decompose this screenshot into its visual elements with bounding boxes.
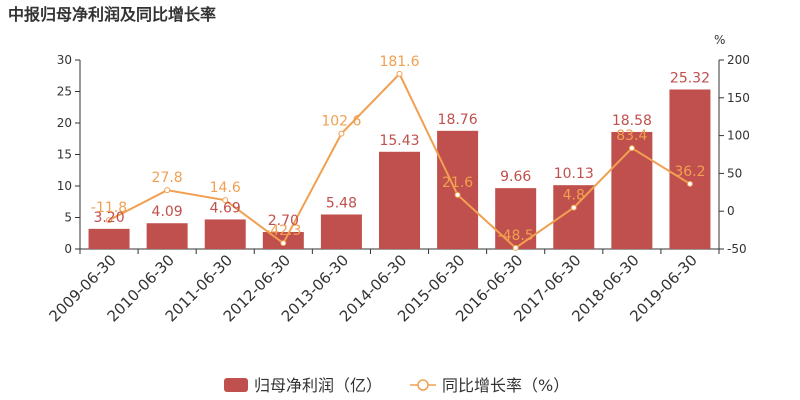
bar-value-label: 5.48 bbox=[326, 195, 357, 211]
right-axis-tick-label: 150 bbox=[727, 91, 750, 105]
bar-value-label: 4.09 bbox=[152, 204, 183, 220]
bar-value-label: 4.69 bbox=[210, 200, 241, 216]
growth-value-label: 27.8 bbox=[152, 170, 183, 186]
growth-point bbox=[628, 145, 635, 152]
growth-value-label: 4.8 bbox=[563, 188, 585, 204]
growth-point bbox=[396, 70, 403, 77]
chart-title: 中报归母净利润及同比增长率 bbox=[8, 5, 216, 24]
growth-value-label: 36.2 bbox=[674, 164, 705, 180]
bar-value-label: 25.32 bbox=[670, 70, 710, 86]
growth-point bbox=[570, 204, 577, 211]
left-axis-tick-label: 30 bbox=[57, 53, 72, 67]
bar bbox=[379, 151, 420, 249]
left-axis-tick-label: 25 bbox=[57, 85, 72, 99]
right-axis-tick-label: 100 bbox=[727, 129, 750, 143]
bar-value-label: 9.66 bbox=[500, 169, 531, 185]
growth-value-label: 21.6 bbox=[442, 175, 473, 191]
left-axis-tick-label: 15 bbox=[57, 148, 72, 162]
growth-point bbox=[338, 130, 345, 137]
bar bbox=[437, 130, 479, 249]
growth-point bbox=[106, 217, 113, 224]
growth-value-label: 14.6 bbox=[210, 180, 241, 196]
left-axis-tick-label: 10 bbox=[57, 179, 72, 193]
bar bbox=[204, 219, 246, 249]
legend-bar-label: 归母净利润（亿） bbox=[254, 376, 382, 395]
bar-value-label: 3.20 bbox=[93, 210, 124, 226]
growth-value-label: 102.6 bbox=[321, 114, 361, 130]
bar-value-label: 10.13 bbox=[554, 166, 594, 182]
growth-value-label: -11.8 bbox=[91, 200, 127, 216]
bar-value-label: 2.70 bbox=[268, 213, 299, 229]
growth-point bbox=[686, 180, 693, 187]
growth-value-label: 181.6 bbox=[379, 54, 419, 70]
left-axis-tick-label: 5 bbox=[64, 211, 72, 225]
left-axis-tick-label: 0 bbox=[64, 242, 72, 256]
growth-point bbox=[280, 240, 287, 247]
bar-series bbox=[88, 89, 711, 249]
right-axis-tick-label: 0 bbox=[727, 204, 735, 218]
data-labels: 3.20 4.09 4.69 2.70 5.48 15.43 18.76 9.66 10.13 1… bbox=[91, 54, 710, 244]
legend-bar-swatch bbox=[224, 378, 248, 392]
bar-value-label: 18.58 bbox=[612, 113, 652, 129]
growth-point bbox=[164, 187, 171, 194]
legend-line-marker bbox=[417, 379, 429, 391]
left-axis-tick-label: 20 bbox=[57, 116, 72, 130]
growth-value-label: -42.3 bbox=[265, 223, 301, 239]
growth-point bbox=[512, 244, 519, 251]
right-axis-tick-label: 50 bbox=[727, 166, 742, 180]
growth-value-label: 83.4 bbox=[616, 128, 647, 144]
legend-line-label: 同比增长率（%） bbox=[442, 376, 569, 395]
bar bbox=[669, 89, 711, 249]
growth-point bbox=[454, 191, 461, 198]
bar-value-label: 15.43 bbox=[379, 133, 419, 149]
right-axis-tick-label: -50 bbox=[727, 242, 747, 256]
right-axis-unit: % bbox=[714, 33, 725, 47]
bar bbox=[88, 228, 130, 249]
growth-point bbox=[222, 197, 229, 204]
legend[interactable]: 归母净利润（亿） 同比增长率（%） bbox=[224, 376, 569, 395]
bar bbox=[611, 131, 653, 249]
bar bbox=[146, 223, 188, 249]
growth-value-label: -48.5 bbox=[498, 228, 534, 244]
right-axis-tick-label: 200 bbox=[727, 53, 750, 67]
line-series bbox=[106, 70, 693, 251]
bar bbox=[320, 214, 362, 249]
bar-value-label: 18.76 bbox=[438, 112, 478, 128]
